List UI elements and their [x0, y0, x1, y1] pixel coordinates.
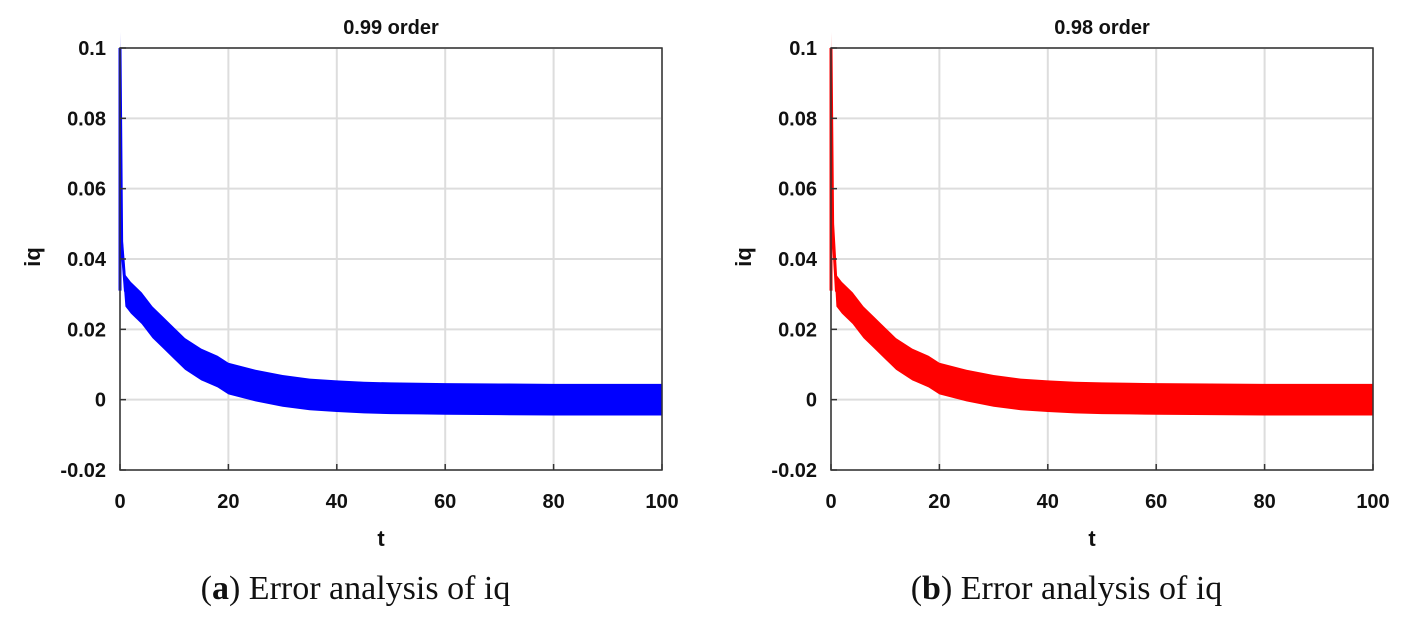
- figure-caption: (b) Error analysis of iq: [910, 570, 1223, 607]
- x-tick-label: 20: [928, 491, 950, 513]
- x-tick-label: 60: [1145, 491, 1167, 513]
- y-tick-label: 0.08: [67, 108, 106, 130]
- y-tick-label: 0.1: [789, 38, 817, 60]
- caption-text: Error analysis of iq: [960, 570, 1223, 607]
- y-tick-label: 0.02: [778, 319, 817, 341]
- y-tick-label: 0.06: [67, 179, 106, 201]
- caption-text: Error analysis of iq: [248, 570, 511, 607]
- chart-panel-b: 0 20 40 60 80 100 -0.02 0 0.02 0.04 0.06 0.08 0.1 0.9…: [711, 0, 1422, 618]
- y-tick-label: -0.02: [60, 460, 106, 482]
- x-tick-label: 100: [1356, 491, 1389, 513]
- caption-label: b: [922, 570, 941, 607]
- chart-svg: 0 20 40 60 80 100 -0.02 0 0.02 0.04 0.06 0.08 0.1 0.9…: [731, 17, 1390, 551]
- chart-panel-a: 0 20 40 60 80 100 -0.02 0 0.02 0.04 0.06 0.08 0.1 0.9…: [20, 17, 679, 607]
- caption-label: a: [211, 570, 229, 607]
- x-tick-label: 60: [434, 491, 456, 513]
- y-tick-label: 0.04: [778, 249, 818, 271]
- x-tick-label: 100: [645, 491, 678, 513]
- figure-caption: (a) Error analysis of iq: [200, 570, 511, 607]
- x-tick-label: 0: [825, 491, 836, 513]
- y-tick-label: 0.04: [67, 249, 107, 271]
- y-axis-label: iq: [20, 247, 45, 267]
- y-tick-label: 0: [806, 390, 817, 412]
- series-line: [118, 47, 662, 402]
- y-tick-label: 0: [95, 390, 106, 412]
- x-tick-label: 40: [326, 491, 348, 513]
- x-tick-label: 0: [114, 491, 125, 513]
- chart-title: 0.98 order: [1054, 17, 1150, 39]
- y-axis-label: iq: [731, 247, 756, 267]
- chart-svg: 0 20 40 60 80 100 -0.02 0 0.02 0.04 0.06 0.08 0.1 0.9…: [20, 17, 679, 551]
- x-tick-label: 80: [542, 491, 564, 513]
- y-tick-label: 0.08: [778, 108, 817, 130]
- x-axis-label: t: [377, 526, 385, 551]
- y-tick-label: 0.06: [778, 179, 817, 201]
- series-line: [829, 47, 1373, 402]
- x-tick-label: 20: [217, 491, 239, 513]
- x-tick-label: 80: [1253, 491, 1275, 513]
- chart-title: 0.99 order: [343, 17, 439, 39]
- x-tick-label: 40: [1037, 491, 1059, 513]
- y-tick-label: 0.02: [67, 319, 106, 341]
- y-tick-label: -0.02: [771, 460, 817, 482]
- y-tick-label: 0.1: [78, 38, 106, 60]
- x-axis-label: t: [1088, 526, 1096, 551]
